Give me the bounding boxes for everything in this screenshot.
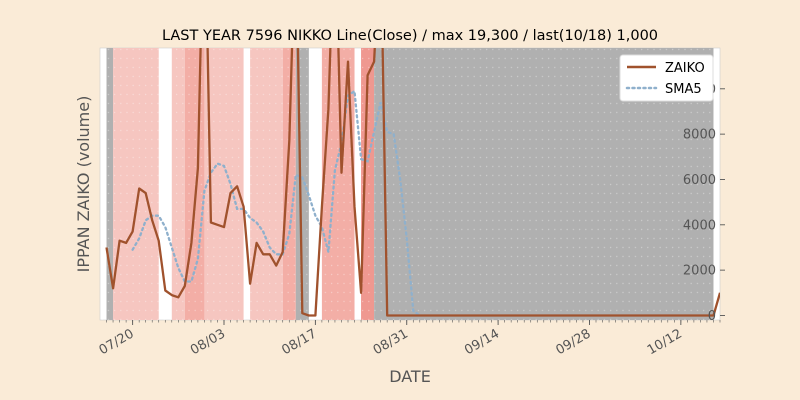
series-layer [105,48,720,317]
legend: ZAIKO SMA5 [619,54,714,102]
y-tick-label: 2000 [683,264,716,279]
legend-label-zaiko: ZAIKO [665,61,705,76]
plot-texture [100,48,720,320]
y-tick-label: 6000 [683,173,716,188]
legend-label-sma5: SMA5 [665,82,702,97]
x-axis-label: DATE [389,367,431,386]
y-tick-label: 4000 [683,218,716,233]
series-line-zaiko [105,48,720,317]
y-tick-label: 0 [708,309,716,324]
series-line-sma5 [131,89,421,317]
y-axis-label: IPPAN ZAIKO (volume) [74,96,93,273]
plot-area [99,47,721,321]
chart-title: LAST YEAR 7596 NIKKO Line(Close) / max 1… [162,28,658,44]
y-tick-label: 8000 [683,128,716,143]
